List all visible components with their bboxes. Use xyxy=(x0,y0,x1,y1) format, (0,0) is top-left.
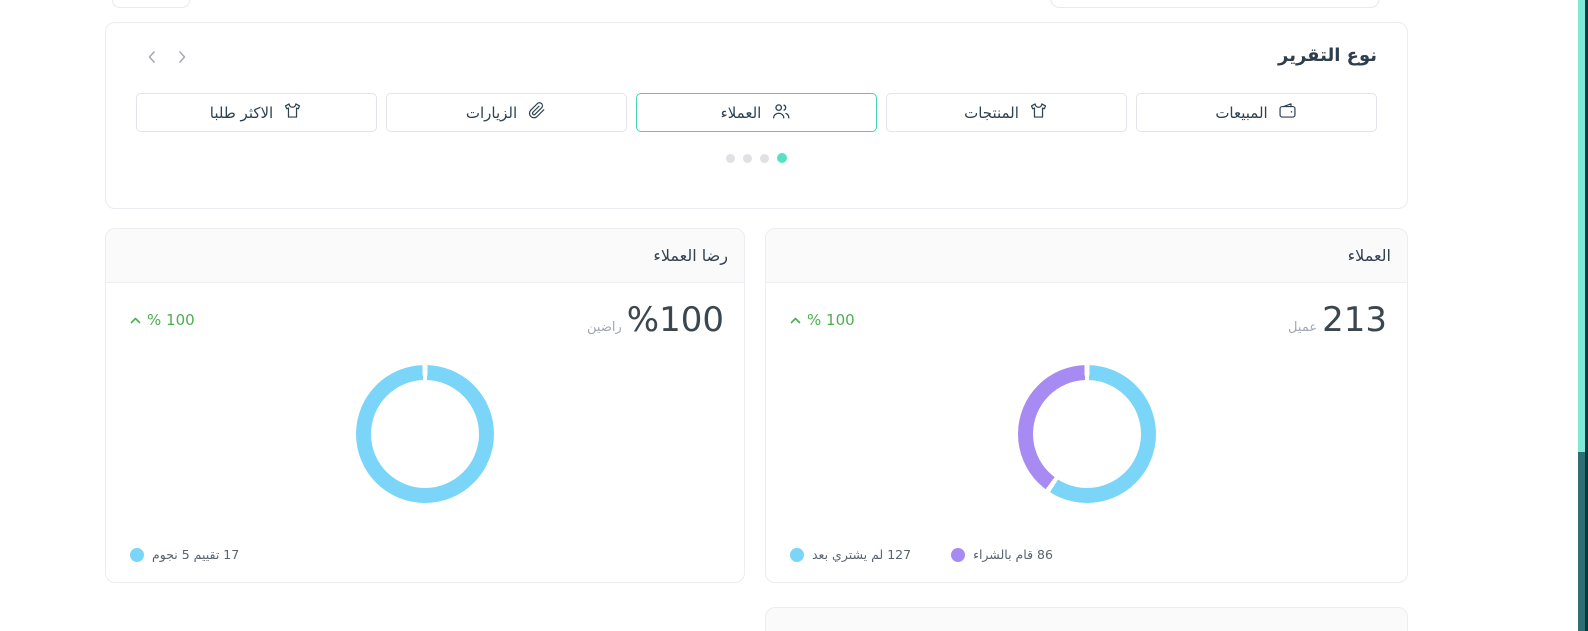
legend-dot xyxy=(951,547,966,562)
satisfaction-percent-value: %100 xyxy=(626,300,724,340)
carousel-dot[interactable] xyxy=(760,153,769,163)
customers-total-unit: عميل xyxy=(1288,320,1318,335)
carousel-dot[interactable] xyxy=(726,153,735,163)
satisfaction-card-header: رضا العملاء xyxy=(106,229,744,283)
legend-dot xyxy=(790,547,804,562)
satisfaction-stats-row: %100 راضين 100 % xyxy=(106,283,744,337)
scrollbar-track[interactable] xyxy=(1578,452,1585,631)
cutoff-element-top-left xyxy=(112,0,190,8)
users-icon xyxy=(770,100,792,126)
customers-donut-chart xyxy=(1017,365,1156,503)
report-type-tabs: المبيعات المنتجات العملاء الزيارات xyxy=(136,93,1377,132)
report-type-title: نوع التقرير xyxy=(1278,45,1377,66)
carousel-dot[interactable] xyxy=(743,153,752,163)
satisfaction-donut-chart xyxy=(356,365,494,503)
cutoff-card-bottom xyxy=(765,607,1408,631)
customers-trend-value: 100 % xyxy=(807,311,855,329)
legend-item-purchased: 86 قام بالشراء xyxy=(951,547,1053,562)
customers-stats-row: 213 عميل 100 % xyxy=(766,283,1407,337)
tab-label: المبيعات xyxy=(1215,103,1268,122)
tab-customers[interactable]: العملاء xyxy=(636,93,877,132)
customers-total: 213 عميل xyxy=(1288,303,1387,337)
carousel-dot-active[interactable] xyxy=(777,153,787,163)
tab-label: المنتجات xyxy=(964,103,1019,122)
tshirt-icon xyxy=(1028,100,1049,125)
customers-trend: 100 % xyxy=(790,311,855,329)
paperclip-icon xyxy=(526,100,547,125)
tab-label: الاكثر طلبا xyxy=(209,103,274,122)
trend-up-icon xyxy=(130,317,141,323)
customers-total-value: 213 xyxy=(1322,300,1387,340)
satisfaction-trend-value: 100 % xyxy=(147,311,195,329)
satisfaction-card: رضا العملاء %100 راضين 100 % 17 تقييم 5 … xyxy=(105,228,745,583)
tshirt-icon xyxy=(282,100,303,125)
scrollbar-thumb[interactable] xyxy=(1578,0,1585,452)
customers-card-title: العملاء xyxy=(1347,246,1391,265)
legend-label: 86 قام بالشراء xyxy=(973,547,1053,562)
tab-label: العملاء xyxy=(720,103,762,122)
satisfaction-card-title: رضا العملاء xyxy=(653,246,728,265)
report-type-card: نوع التقرير المبيعات المنتجات xyxy=(105,22,1408,209)
carousel-next-button[interactable] xyxy=(174,49,190,65)
wallet-icon xyxy=(1277,100,1298,125)
satisfaction-total: %100 راضين xyxy=(587,303,724,337)
tab-products[interactable]: المنتجات xyxy=(886,93,1127,132)
customers-card-header: العملاء xyxy=(766,229,1407,283)
satisfaction-trend: 100 % xyxy=(130,311,195,329)
legend-dot xyxy=(130,547,144,562)
satisfaction-legend: 17 تقييم 5 نجوم xyxy=(130,547,239,562)
chevron-right-icon xyxy=(179,51,186,63)
tab-visits[interactable]: الزيارات xyxy=(386,93,627,132)
scrollbar-edge xyxy=(1585,0,1588,631)
legend-item-five-stars: 17 تقييم 5 نجوم xyxy=(130,547,239,562)
satisfaction-unit: راضين xyxy=(587,320,622,335)
legend-item-not-purchased: 127 لم يشتري بعد xyxy=(790,547,911,562)
legend-label: 127 لم يشتري بعد xyxy=(812,547,912,562)
carousel-nav xyxy=(144,49,190,65)
tab-label: الزيارات xyxy=(465,103,518,122)
customers-card: العملاء 213 عميل 100 % 86 قام بالشراء 12… xyxy=(765,228,1408,583)
legend-label: 17 تقييم 5 نجوم xyxy=(152,547,240,562)
carousel-dots xyxy=(106,153,1407,163)
chevron-left-icon xyxy=(148,51,155,63)
tab-sales[interactable]: المبيعات xyxy=(1136,93,1377,132)
customers-legend: 86 قام بالشراء 127 لم يشتري بعد xyxy=(790,547,1053,562)
carousel-prev-button[interactable] xyxy=(144,49,160,65)
cutoff-element-top-right xyxy=(1050,0,1380,8)
tab-most-requested[interactable]: الاكثر طلبا xyxy=(136,93,377,132)
trend-up-icon xyxy=(790,317,801,323)
